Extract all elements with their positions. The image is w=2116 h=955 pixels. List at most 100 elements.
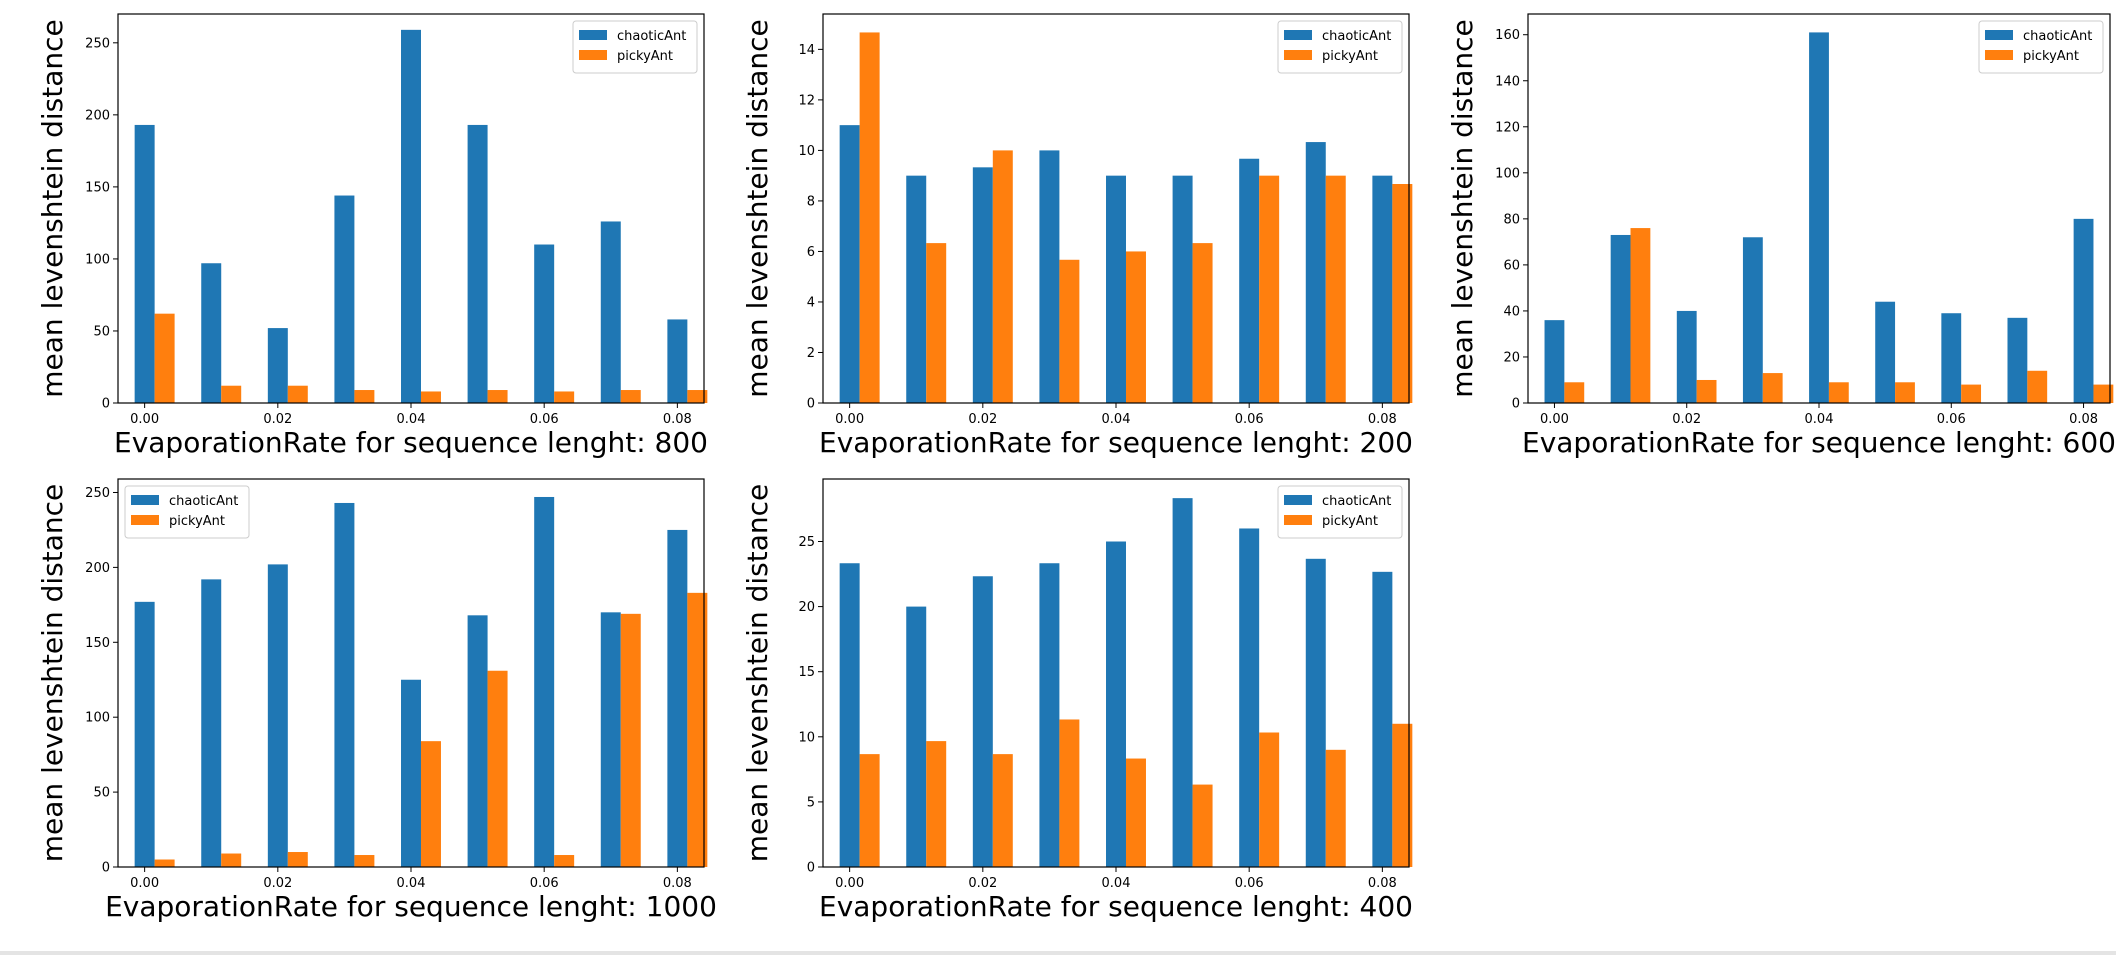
- bar-chaoticant-7: [1305, 558, 1326, 867]
- bar-chaoticant-8: [667, 529, 688, 867]
- bar-chaoticant-7: [600, 221, 621, 403]
- x-tick-label: 0.08: [1368, 876, 1397, 891]
- y-axis-label: mean levenshtein distance: [36, 19, 69, 397]
- horizontal-scrollbar[interactable]: [0, 951, 2116, 955]
- y-tick-label: 25: [798, 535, 815, 550]
- legend: chaoticAnt pickyAnt: [572, 20, 698, 74]
- y-tick-label: 0: [102, 861, 110, 876]
- bar-chaoticant-7: [600, 612, 621, 867]
- y-tick-label: 60: [1503, 258, 1520, 273]
- bar-chaoticant-5: [1172, 498, 1193, 867]
- x-tick-label: 0.06: [1235, 412, 1264, 427]
- x-tick-label: 0.04: [1805, 412, 1834, 427]
- bar-pickyant-8: [687, 592, 708, 867]
- bar-pickyant-5: [1192, 243, 1213, 403]
- bar-pickyant-2: [287, 385, 308, 403]
- legend-label-pickyant: pickyAnt: [169, 514, 225, 529]
- bar-chaoticant-4: [401, 29, 421, 403]
- y-tick-label: 200: [85, 108, 110, 123]
- bar-pickyant-3: [1059, 259, 1080, 403]
- bar-chaoticant-7: [2007, 317, 2028, 403]
- bar-pickyant-1: [1630, 228, 1651, 403]
- y-tick-label: 250: [85, 36, 110, 51]
- bar-pickyant-5: [487, 670, 508, 867]
- bar-chaoticant-8: [1372, 571, 1393, 867]
- legend-swatch-chaoticant: [1284, 30, 1312, 40]
- bar-pickyant-0: [859, 754, 880, 867]
- bar-pickyant-1: [926, 741, 947, 867]
- bar-pickyant-3: [354, 390, 375, 403]
- y-tick-label: 4: [807, 295, 815, 310]
- y-tick-label: 0: [102, 397, 110, 412]
- y-tick-label: 0: [807, 397, 815, 412]
- x-tick-label: 0.02: [263, 876, 292, 891]
- bar-chaoticant-1: [201, 263, 222, 403]
- bar-pickyant-4: [1828, 382, 1849, 403]
- x-tick-label: 0.08: [663, 412, 692, 427]
- x-tick-label: 0.00: [1540, 412, 1569, 427]
- legend-label-pickyant: pickyAnt: [617, 49, 673, 64]
- y-tick-label: 10: [798, 730, 815, 745]
- y-tick-label: 160: [1495, 28, 1520, 43]
- bar-chaoticant-4: [1809, 32, 1829, 403]
- x-tick-label: 0.08: [2069, 412, 2098, 427]
- x-tick-label: 0.04: [1102, 412, 1131, 427]
- y-tick-label: 6: [807, 245, 815, 260]
- bar-chaoticant-7: [1305, 142, 1326, 403]
- bar-chaoticant-5: [467, 615, 488, 867]
- chart-panel-4: 0.00 0.02 0.04 0.06 0.08 0 5 10 15 20 25 Evaporatio…: [741, 478, 1413, 923]
- x-tick-label: 0.04: [397, 412, 426, 427]
- bar-pickyant-7: [620, 390, 641, 403]
- bar-pickyant-2: [287, 852, 308, 867]
- bar-chaoticant-6: [534, 244, 555, 403]
- legend: chaoticAnt pickyAnt: [1978, 20, 2104, 74]
- bar-pickyant-6: [1259, 732, 1280, 867]
- legend-label-chaoticant: chaoticAnt: [617, 29, 686, 44]
- legend-swatch-pickyant: [1284, 515, 1312, 525]
- bar-chaoticant-8: [1372, 175, 1393, 403]
- bar-chaoticant-3: [1039, 150, 1060, 403]
- y-axis-label: mean levenshtein distance: [741, 19, 774, 397]
- y-tick-label: 100: [85, 252, 110, 267]
- y-tick-label: 40: [1503, 304, 1520, 319]
- x-tick-label: 0.00: [130, 876, 159, 891]
- x-axis-label: EvaporationRate for sequence lenght: 600: [1522, 426, 2116, 459]
- x-axis-label: EvaporationRate for sequence lenght: 800: [114, 426, 708, 459]
- bar-chaoticant-4: [1106, 541, 1126, 867]
- bar-pickyant-6: [1961, 384, 1982, 403]
- x-tick-label: 0.00: [835, 876, 864, 891]
- y-tick-label: 80: [1503, 212, 1520, 227]
- x-tick-label: 0.04: [1102, 876, 1131, 891]
- x-tick-label: 0.06: [1937, 412, 1966, 427]
- bar-chaoticant-1: [201, 579, 222, 867]
- y-tick-label: 50: [93, 786, 110, 801]
- bar-pickyant-0: [859, 32, 880, 403]
- bar-chaoticant-4: [401, 679, 421, 867]
- y-tick-label: 0: [807, 861, 815, 876]
- legend-swatch-chaoticant: [131, 495, 159, 505]
- chart-panel-3: 0.00 0.02 0.04 0.06 0.08 0 50 100 150 200 250 Evapo…: [36, 478, 717, 923]
- bar-pickyant-7: [620, 613, 641, 867]
- bar-chaoticant-2: [267, 328, 288, 403]
- legend-label-chaoticant: chaoticAnt: [2023, 29, 2092, 44]
- bar-chaoticant-0: [134, 601, 155, 867]
- x-tick-label: 0.00: [835, 412, 864, 427]
- bar-chaoticant-5: [467, 124, 488, 403]
- legend-swatch-chaoticant: [1985, 30, 2013, 40]
- legend: chaoticAnt pickyAnt: [1277, 20, 1403, 74]
- bar-chaoticant-1: [906, 606, 927, 867]
- bar-chaoticant-6: [1239, 528, 1260, 867]
- legend-swatch-pickyant: [131, 515, 159, 525]
- y-tick-label: 150: [85, 180, 110, 195]
- bar-chaoticant-3: [1742, 237, 1763, 403]
- legend: chaoticAnt pickyAnt: [1277, 485, 1403, 539]
- bar-pickyant-2: [1696, 379, 1717, 403]
- x-tick-label: 0.02: [968, 412, 997, 427]
- bar-pickyant-2: [992, 754, 1013, 867]
- bar-pickyant-0: [154, 859, 175, 867]
- bar-pickyant-5: [1895, 382, 1915, 403]
- bar-chaoticant-4: [1106, 175, 1126, 403]
- bar-pickyant-2: [992, 150, 1013, 403]
- bar-pickyant-8: [687, 390, 708, 403]
